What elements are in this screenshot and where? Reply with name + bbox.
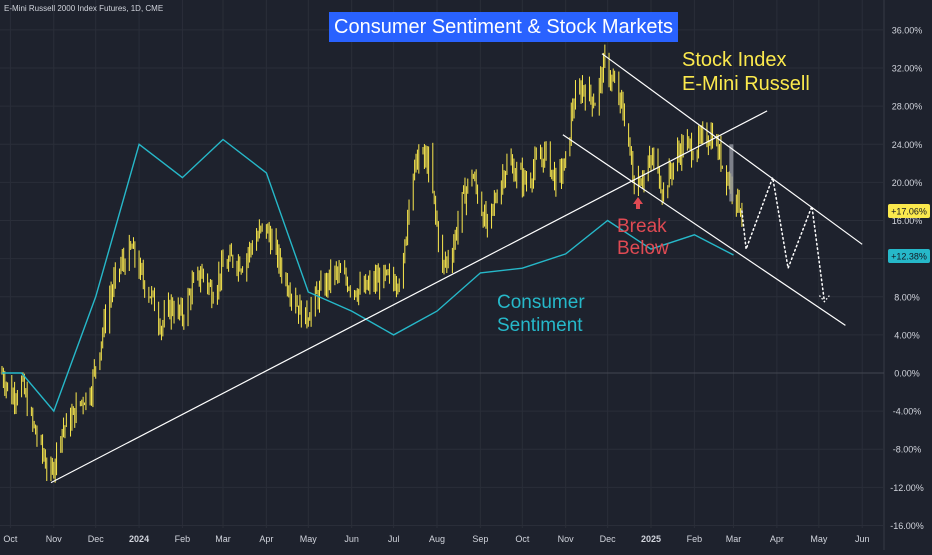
channel-lower — [562, 134, 846, 326]
x-tick-label: 2024 — [129, 534, 149, 544]
support-trendline — [50, 110, 768, 484]
y-tick-label: 4.00% — [894, 330, 920, 340]
price-bars-layer — [1, 44, 743, 483]
y-tick-label: 36.00% — [892, 25, 923, 35]
sentiment-label: Consumer — [497, 292, 585, 313]
x-tick-label: Oct — [515, 534, 530, 544]
y-tick-label: 20.00% — [892, 178, 923, 188]
sentiment-badge-text: +12.38% — [891, 252, 927, 262]
y-tick-label: -12.00% — [890, 483, 924, 493]
stock-price-badge — [888, 204, 930, 218]
x-tick-label: Jun — [344, 534, 359, 544]
x-tick-label: Jun — [855, 534, 870, 544]
x-tick-label: Oct — [3, 534, 18, 544]
y-tick-label: 8.00% — [894, 292, 920, 302]
lines-layer — [2, 53, 863, 484]
x-tick-label: Apr — [770, 534, 784, 544]
chart-title: Consumer Sentiment & Stock Markets — [329, 12, 679, 42]
y-tick-label: -4.00% — [893, 407, 922, 417]
highlight-bar — [729, 144, 734, 202]
axis-layer: -16.00% -12.00% -8.00% -4.00% 0.00% 4.00% 8.00… — [3, 25, 923, 544]
break-label: Break — [617, 216, 667, 237]
x-tick-label: Feb — [687, 534, 703, 544]
y-tick-label: 24.00% — [892, 140, 923, 150]
projection-arrow-icon — [818, 295, 830, 303]
x-tick-label: May — [810, 534, 828, 544]
channel-upper — [601, 53, 863, 245]
sentiment-badge — [888, 249, 930, 263]
stock-price-badge-text: +17.06% — [891, 207, 927, 217]
sentiment-sublabel: Sentiment — [497, 315, 583, 336]
sentiment-line — [2, 138, 734, 413]
x-tick-label: Feb — [175, 534, 191, 544]
x-tick-label: Nov — [46, 534, 63, 544]
y-tick-label: -8.00% — [893, 445, 922, 455]
x-tick-label: 2025 — [641, 534, 661, 544]
stock-index-sublabel: E-Mini Russell — [682, 73, 810, 95]
symbol-header: E-Mini Russell 2000 Index Futures, 1D, C… — [4, 4, 164, 13]
x-tick-label: Nov — [558, 534, 575, 544]
x-tick-label: Mar — [215, 534, 231, 544]
stock-index-label: Stock Index — [682, 49, 787, 71]
below-label: Below — [617, 238, 669, 259]
x-tick-label: Dec — [88, 534, 105, 544]
y-tick-label: 16.00% — [892, 216, 923, 226]
x-tick-label: Mar — [726, 534, 742, 544]
x-tick-label: Sep — [472, 534, 488, 544]
projection-path — [741, 174, 826, 303]
y-tick-label: 32.00% — [892, 64, 923, 74]
y-tick-label: 28.00% — [892, 102, 923, 112]
break-arrow-icon — [633, 197, 643, 209]
x-tick-label: Aug — [429, 534, 445, 544]
y-tick-label: -16.00% — [890, 521, 924, 531]
x-tick-label: Apr — [259, 534, 273, 544]
y-tick-label: 0.00% — [894, 369, 920, 379]
x-tick-label: May — [300, 534, 318, 544]
x-tick-label: Jul — [388, 534, 400, 544]
x-tick-label: Dec — [600, 534, 617, 544]
